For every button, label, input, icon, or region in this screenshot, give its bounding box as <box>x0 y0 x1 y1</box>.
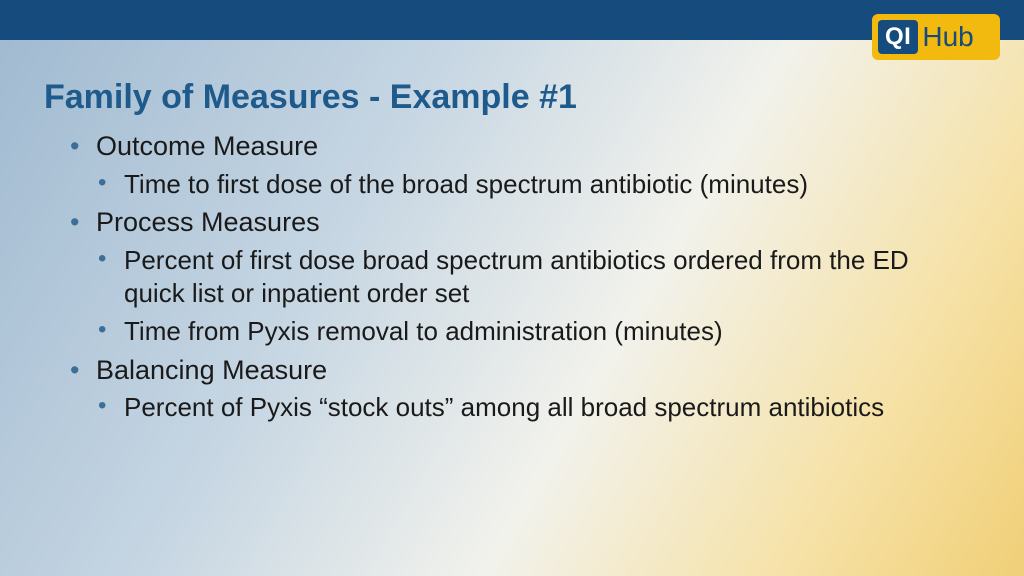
list-item: Balancing Measure Percent of Pyxis “stoc… <box>66 354 964 424</box>
list-item: Outcome Measure Time to first dose of th… <box>66 130 964 200</box>
list-item-label: Process Measures <box>96 207 320 237</box>
logo-qi-text: QI <box>878 20 918 54</box>
slide: QI Hub Family of Measures - Example #1 O… <box>0 0 1024 576</box>
slide-content: Outcome Measure Time to first dose of th… <box>66 130 964 430</box>
list-item-label: Balancing Measure <box>96 355 327 385</box>
slide-title: Family of Measures - Example #1 <box>44 78 577 117</box>
list-item: Percent of first dose broad spectrum ant… <box>96 244 964 309</box>
top-bar <box>0 0 1024 40</box>
list-item: Time to first dose of the broad spectrum… <box>96 168 964 201</box>
list-item: Time from Pyxis removal to administratio… <box>96 315 964 348</box>
list-item-label: Outcome Measure <box>96 131 318 161</box>
list-item: Percent of Pyxis “stock outs” among all … <box>96 391 964 424</box>
qihub-logo: QI Hub <box>872 14 1000 60</box>
logo-hub-text: Hub <box>922 21 973 53</box>
list-item: Process Measures Percent of first dose b… <box>66 206 964 347</box>
